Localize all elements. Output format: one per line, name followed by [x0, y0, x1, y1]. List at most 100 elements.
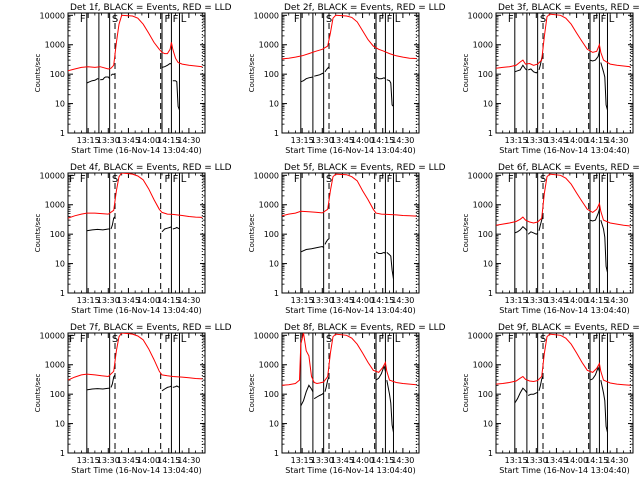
y-tick-label: 1000	[473, 201, 493, 210]
interval-label: F	[294, 334, 300, 345]
lld-series-line	[282, 14, 417, 60]
y-tick-label: 1000	[473, 41, 493, 50]
y-tick-label: 1	[488, 289, 493, 298]
plot-area	[68, 333, 203, 453]
x-tick-label: 14:30	[391, 456, 414, 465]
x-tick-label: 13:30	[311, 136, 334, 145]
y-tick-label: 1	[488, 129, 493, 138]
interval-label: F	[387, 334, 393, 345]
interval-label: S	[112, 174, 118, 185]
events-series-line	[324, 376, 330, 392]
events-series-line	[110, 374, 116, 388]
interval-label: L	[181, 334, 187, 345]
interval-label: S	[112, 334, 118, 345]
x-tick-label: 14:15	[371, 136, 394, 145]
interval-label: L	[395, 334, 401, 345]
y-tick-label: 100	[50, 230, 65, 239]
x-tick-label: 14:30	[391, 136, 414, 145]
lld-series-line	[496, 173, 631, 227]
events-series-line	[172, 80, 180, 111]
events-series-line	[514, 387, 528, 404]
x-tick-label: 13:15	[505, 136, 528, 145]
y-tick-label: 1000	[45, 361, 65, 370]
x-tick-label: 13:15	[291, 296, 314, 305]
x-tick-label: 14:30	[177, 296, 200, 305]
y-tick-label: 10000	[254, 11, 279, 20]
chart-panel-6: Det 6f, BLACK = Events, RED = LLD 1 10 100 1…	[462, 163, 640, 315]
chart-title: Det 2f, BLACK = Events, RED = LLD	[284, 3, 446, 13]
chart-title: Det 6f, BLACK = Events, RED = LLD	[498, 163, 640, 173]
plot-area	[282, 333, 417, 453]
chart-title: Det 9f, BLACK = Events, RED = LLD	[498, 323, 640, 333]
plot-frame	[67, 332, 206, 454]
x-tick-label: 13:30	[97, 296, 120, 305]
x-tick-label: 14:00	[565, 296, 588, 305]
chart-panel-2: Det 2f, BLACK = Events, RED = LLD 1 10 100 1…	[248, 3, 446, 155]
x-tick-label: 13:15	[505, 296, 528, 305]
events-series-line	[86, 78, 100, 84]
chart-title: Det 4f, BLACK = Events, RED = LLD	[70, 163, 232, 173]
plot-frame	[495, 172, 634, 294]
x-tick-label: 13:30	[97, 136, 120, 145]
y-tick-label: 1	[60, 129, 65, 138]
x-tick-label: 13:15	[291, 456, 314, 465]
chart-title: Det 5f, BLACK = Events, RED = LLD	[284, 163, 446, 173]
interval-label: S	[540, 174, 546, 185]
y-tick-label: 10	[483, 420, 493, 429]
y-tick-label: 100	[478, 390, 493, 399]
events-series-line	[527, 231, 538, 235]
x-tick-label: 13:45	[545, 456, 568, 465]
events-series-line	[538, 214, 544, 231]
events-series-line	[514, 225, 528, 234]
interval-label: L	[181, 174, 187, 185]
chart-panel-3: Det 3f, BLACK = Events, RED = LLD 1 10 100 1…	[462, 3, 640, 155]
y-tick-label: 1000	[45, 201, 65, 210]
y-axis-label: Counts/sec	[248, 374, 256, 413]
y-tick-label: 1	[274, 129, 279, 138]
lld-series-line	[282, 173, 417, 217]
events-series-line	[161, 226, 172, 233]
x-axis-label: Start Time (16-Nov-14 13:04:40)	[285, 306, 415, 315]
plot-frame	[67, 12, 206, 134]
y-tick-label: 100	[50, 390, 65, 399]
events-series-line	[600, 379, 608, 433]
y-tick-label: 1	[488, 449, 493, 458]
y-tick-label: 10	[55, 260, 65, 269]
x-tick-label: 13:45	[117, 296, 140, 305]
interval-label: F	[294, 14, 300, 25]
interval-label: F	[165, 174, 171, 185]
chart-title: Det 7f, BLACK = Events, RED = LLD	[70, 323, 232, 333]
interval-label: F	[508, 174, 514, 185]
interval-label: L	[609, 14, 615, 25]
plot-frame	[281, 12, 420, 134]
x-axis-label: Start Time (16-Nov-14 13:04:40)	[71, 146, 201, 155]
interval-label: F	[387, 14, 393, 25]
y-axis-label: Counts/sec	[34, 54, 42, 93]
interval-label: F	[165, 14, 171, 25]
x-tick-label: 14:15	[157, 136, 180, 145]
plot-area	[282, 173, 417, 293]
y-axis-label: Counts/sec	[248, 214, 256, 253]
y-axis-label: Counts/sec	[248, 54, 256, 93]
events-series-line	[100, 76, 110, 81]
x-tick-label: 13:30	[525, 456, 548, 465]
x-tick-label: 14:30	[391, 296, 414, 305]
y-tick-label: 100	[478, 70, 493, 79]
y-axis-label: Counts/sec	[462, 54, 470, 93]
x-axis-label: Start Time (16-Nov-14 13:04:40)	[285, 466, 415, 475]
plot-frame	[281, 172, 420, 294]
interval-label: F	[173, 14, 179, 25]
x-tick-label: 14:00	[351, 136, 374, 145]
x-tick-label: 14:15	[157, 296, 180, 305]
chart-panel-5: Det 5f, BLACK = Events, RED = LLD 1 10 100 1…	[248, 163, 446, 315]
x-tick-label: 13:45	[117, 456, 140, 465]
y-tick-label: 1	[274, 449, 279, 458]
events-series-line	[172, 385, 180, 388]
x-tick-label: 13:15	[77, 456, 100, 465]
interval-label: L	[609, 334, 615, 345]
y-tick-label: 10000	[468, 171, 493, 180]
interval-label: S	[326, 174, 332, 185]
y-tick-label: 100	[264, 230, 279, 239]
x-axis-label: Start Time (16-Nov-14 13:04:40)	[71, 306, 201, 315]
